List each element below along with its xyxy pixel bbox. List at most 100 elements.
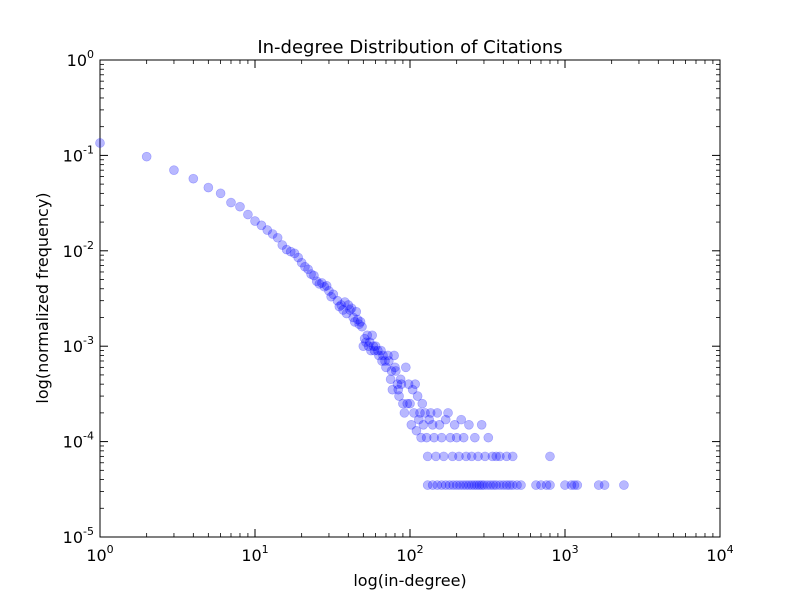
scatter-point	[398, 398, 408, 409]
scatter-point	[387, 384, 398, 395]
scatter-point	[504, 480, 515, 490]
scatter-point	[361, 337, 371, 348]
scatter-point	[374, 350, 384, 361]
scatter-point	[348, 312, 358, 323]
scatter-point	[425, 408, 436, 418]
y-tick-label-base: 10	[63, 528, 83, 547]
y-tick-label-exponent: -4	[83, 430, 94, 443]
y-tick-label: 10-2	[63, 239, 94, 261]
scatter-point	[461, 480, 471, 490]
scatter-point	[434, 419, 445, 430]
scatter-point	[451, 480, 462, 490]
y-tick-label-exponent: -3	[83, 334, 94, 347]
ticks-layer	[99, 59, 721, 538]
scatter-point	[466, 480, 477, 490]
scatter-point	[469, 480, 480, 490]
scatter-point	[367, 330, 377, 341]
scatter-point	[368, 341, 379, 352]
scatter-point	[501, 480, 512, 490]
scatter-point	[458, 432, 469, 443]
scatter-point	[421, 432, 432, 443]
x-tick-label: 103	[551, 543, 578, 565]
scatter-point	[443, 408, 453, 418]
scatter-point	[593, 480, 604, 490]
scatter-point	[414, 414, 424, 425]
scatter-point	[215, 188, 226, 199]
scatter-point	[370, 341, 381, 352]
scatter-point	[531, 480, 541, 490]
x-tick-label: 102	[396, 543, 423, 565]
scatter-point	[560, 480, 570, 490]
scatter-point	[512, 480, 522, 490]
y-tick-label-base: 10	[63, 146, 83, 165]
scatter-point	[498, 480, 509, 490]
scatter-point	[319, 281, 330, 292]
scatter-point	[399, 408, 410, 418]
x-tick-label: 104	[706, 543, 733, 565]
y-axis-label: log(normalized frequency)	[33, 192, 52, 403]
scatter-point	[487, 451, 498, 462]
scatter-point	[351, 306, 362, 317]
scatter-point	[352, 314, 363, 325]
scatter-point	[438, 451, 449, 462]
scatter-point	[203, 182, 214, 193]
scatter-point	[402, 398, 413, 409]
scatter-point	[473, 451, 483, 462]
y-tick-label-exponent: -1	[83, 143, 94, 156]
scatter-point	[470, 432, 480, 443]
scatter-point	[409, 408, 419, 418]
scatter-point	[226, 197, 236, 208]
scatter-point	[389, 350, 399, 361]
scatter-point	[447, 451, 458, 462]
scatter-point	[431, 451, 441, 462]
y-tick-label: 10-1	[63, 143, 94, 165]
scatter-point	[296, 257, 307, 268]
scatter-point	[507, 451, 518, 462]
scatter-point	[451, 432, 462, 443]
scatter-point	[461, 451, 471, 462]
scatter-point	[293, 252, 304, 263]
scatter-point	[311, 276, 322, 287]
scatter-point	[436, 432, 447, 443]
scatter-point	[536, 480, 546, 490]
scatter-point	[410, 379, 420, 389]
scatter-point	[326, 291, 336, 302]
scatter-point	[572, 480, 583, 490]
scatter-point	[407, 384, 418, 395]
scatter-point	[334, 301, 345, 312]
scatter-point	[436, 480, 447, 490]
scatter-point	[599, 480, 610, 490]
scatter-point	[480, 451, 490, 462]
scatter-point	[429, 432, 439, 443]
scatter-point	[359, 333, 370, 344]
scatter-point	[440, 480, 451, 490]
scatter-point	[349, 317, 360, 327]
scatter-point	[338, 305, 348, 315]
scatter-point	[332, 295, 343, 306]
scatter-point	[479, 480, 489, 490]
y-tick-label-exponent: -2	[83, 239, 94, 252]
scatter-point	[393, 384, 404, 395]
scatter-point	[390, 362, 400, 373]
scatter-point	[495, 451, 505, 462]
scatter-point	[250, 216, 260, 226]
scatter-point	[373, 345, 383, 356]
scatter-point	[306, 269, 316, 279]
scatter-point	[488, 480, 499, 490]
scatter-point	[262, 225, 273, 235]
points-layer	[95, 138, 629, 490]
scatter-point	[281, 244, 292, 255]
scatter-point	[395, 374, 406, 385]
scatter-point	[412, 391, 423, 401]
scatter-point	[354, 319, 364, 330]
scatter-point	[491, 480, 502, 490]
y-tick-label-exponent: 0	[87, 48, 94, 61]
scatter-point	[569, 480, 580, 490]
scatter-point	[420, 408, 430, 418]
scatter-point	[427, 419, 438, 430]
scatter-point	[448, 480, 459, 490]
x-tick-label: 100	[86, 543, 113, 565]
scatter-point	[476, 480, 487, 490]
scatter-point	[449, 419, 460, 430]
